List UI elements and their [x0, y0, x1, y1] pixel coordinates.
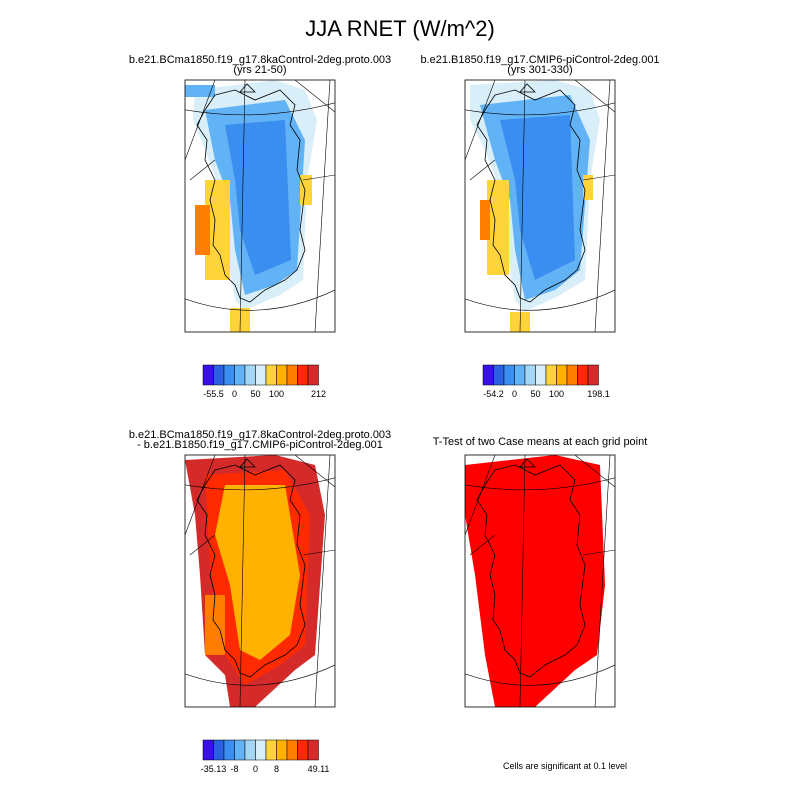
colorbar-box [223, 739, 235, 761]
figure-title: JJA RNET (W/m^2) [305, 16, 495, 41]
colorbar-box [265, 364, 277, 386]
colorbar-box [524, 364, 536, 386]
colorbar-box [213, 364, 225, 386]
colorbar-label: 100 [549, 389, 564, 399]
map-frame [464, 454, 616, 708]
colorbar-label: 0 [232, 389, 237, 399]
map-frame [184, 79, 336, 333]
colorbar-box [307, 739, 319, 761]
colorbar-box [503, 364, 515, 386]
colorbar-label: -54.2 [483, 389, 504, 399]
colorbar-box [587, 364, 599, 386]
colorbar-box [493, 364, 505, 386]
colorbar-box [514, 364, 526, 386]
colorbar-box [556, 364, 568, 386]
panel-title: (yrs 21-50) [233, 64, 286, 76]
colorbar-box [276, 364, 288, 386]
panel-title: b.e21.BCma1850.f19_g17.8kaControl-2deg.p… [129, 54, 391, 66]
colorbar-box [234, 739, 246, 761]
colorbar-box [223, 364, 235, 386]
colorbar-box [482, 364, 494, 386]
colorbar-box [286, 739, 298, 761]
colorbar-label: 50 [250, 389, 260, 399]
colorbar-label: 50 [530, 389, 540, 399]
colorbar-box [202, 364, 214, 386]
panel-title: (yrs 301-330) [507, 64, 572, 76]
colorbar-box [566, 364, 578, 386]
panel-title: - b.e21.B1850.f19_g17.CMIP6-piControl-2d… [137, 439, 383, 451]
colorbar-label: -8 [230, 764, 238, 774]
colorbar-box [255, 739, 267, 761]
colorbar-label: 49.11 [308, 764, 330, 774]
colorbar-box [535, 364, 547, 386]
colorbar-label: 0 [512, 389, 517, 399]
colorbar-label: 100 [269, 389, 284, 399]
colorbar-box [577, 364, 589, 386]
map-panel-2 [465, 80, 615, 332]
colorbar-box [286, 364, 298, 386]
map-panel-4 [465, 455, 615, 707]
colorbar-box [545, 364, 557, 386]
panel-title: T-Test of two Case means at each grid po… [433, 436, 648, 448]
colorbar-box [297, 364, 309, 386]
colorbar-label: 212 [311, 389, 326, 399]
colorbar-box [265, 739, 277, 761]
colorbar-box [297, 739, 309, 761]
colorbar-box [244, 364, 256, 386]
colorbar-box [213, 739, 225, 761]
footnote: Cells are significant at 0.1 level [503, 761, 627, 771]
colorbar-label: 198.1 [587, 389, 610, 399]
colorbar-label: 8 [274, 764, 279, 774]
panel-title: b.e21.BCma1850.f19_g17.8kaControl-2deg.p… [129, 429, 391, 441]
colorbar-box [307, 364, 319, 386]
colorbar-label: -35.13 [201, 764, 227, 774]
map-frame [464, 79, 616, 333]
colorbar-box [276, 739, 288, 761]
map-panel-3 [185, 455, 335, 707]
colorbar-box [202, 739, 214, 761]
map-panel-1 [185, 80, 335, 332]
map-frame [184, 454, 336, 708]
colorbar-label: 0 [253, 764, 258, 774]
colorbar-box [255, 364, 267, 386]
colorbar-box [234, 364, 246, 386]
colorbar-box [244, 739, 256, 761]
panel-title: b.e21.B1850.f19_g17.CMIP6-piControl-2deg… [420, 54, 659, 66]
colorbar-label: -55.5 [203, 389, 224, 399]
